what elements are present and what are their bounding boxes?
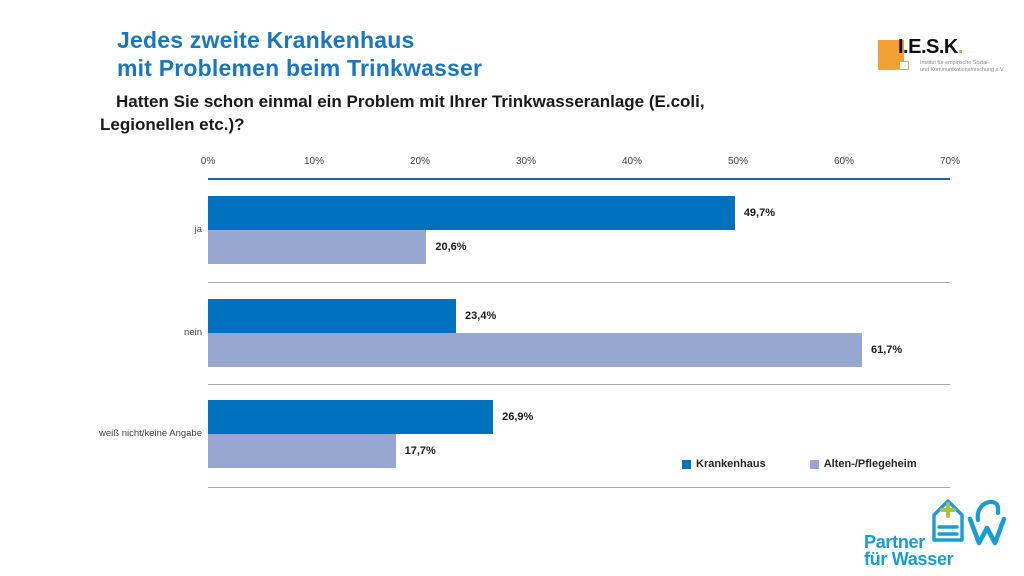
x-tick: 50%	[727, 156, 749, 167]
value-label-ja-pflegeheim: 20,6%	[435, 241, 467, 253]
bar-row-weissnicht-pflegeheim: 17,7%	[208, 434, 950, 468]
bar-weissnicht-krankenhaus	[208, 400, 494, 434]
bar-row-weissnicht-krankenhaus: 26,9%	[208, 400, 950, 434]
iesk-logo-name: I.E.S.K.	[898, 36, 963, 59]
group-separator-2	[208, 384, 950, 385]
x-tick: 10%	[303, 156, 325, 167]
page-title-line1: Jedes zweite Krankenhaus	[117, 27, 415, 53]
x-tick: 30%	[515, 156, 537, 167]
bar-row-ja-pflegeheim: 20,6%	[208, 230, 950, 264]
legend-label-krankenhaus: Krankenhaus	[696, 458, 766, 470]
iesk-logo-name-text: I.E.S.K	[898, 36, 958, 58]
iesk-logo-subtitle-line2: und Kommunikationsforschung e.V.	[920, 67, 1005, 73]
iesk-logo-subtitle: Institut für empirische Sozial- und Komm…	[920, 60, 1005, 74]
category-label-nein: nein	[184, 327, 202, 338]
chart-legend: Krankenhaus Alten-/Pflegeheim	[682, 458, 917, 470]
x-axis-line	[208, 178, 950, 180]
x-tick: 20%	[409, 156, 431, 167]
bar-row-nein-pflegeheim: 61,7%	[208, 333, 950, 367]
value-label-weissnicht-pflegeheim: 17,7%	[404, 445, 436, 457]
partner-fuer-wasser-text: Partner für Wasser	[864, 532, 954, 569]
x-tick: 40%	[621, 156, 643, 167]
value-label-ja-krankenhaus: 49,7%	[743, 207, 776, 219]
bar-ja-krankenhaus	[208, 196, 735, 230]
value-label-nein-pflegeheim: 61,7%	[871, 344, 903, 356]
x-tick: 60%	[833, 156, 855, 167]
group-separator-1	[208, 282, 950, 283]
bar-ja-pflegeheim	[208, 230, 427, 264]
bar-weissnicht-pflegeheim	[208, 434, 396, 468]
x-tick: 70%	[939, 156, 961, 167]
legend-item-pflegeheim: Alten-/Pflegeheim	[809, 458, 917, 470]
bar-nein-krankenhaus	[208, 299, 457, 333]
partner-fuer-wasser-icon	[932, 499, 1007, 546]
x-tick: 0%	[200, 156, 216, 167]
page-title: Jedes zweite Krankenhaus mit Problemen b…	[117, 26, 482, 82]
legend-swatch-pflegeheim-icon	[809, 459, 819, 469]
iesk-logo-subtitle-line1: Institut für empirische Sozial-	[920, 60, 990, 66]
iesk-logo: I.E.S.K. Institut für empirische Sozial-…	[878, 36, 1014, 82]
x-axis-ticks: 0% 10% 20% 30% 40% 50% 60% 70%	[201, 156, 960, 170]
bar-row-nein-krankenhaus: 23,4%	[208, 299, 950, 333]
legend-item-krankenhaus: Krankenhaus	[682, 458, 766, 470]
pfw-text-line1: Partner	[864, 532, 925, 552]
survey-question-line1: Hatten Sie schon einmal ein Problem mit …	[116, 92, 705, 111]
pfw-text-line2: für Wasser	[864, 549, 954, 569]
page-title-line2: mit Problemen beim Trinkwasser	[117, 55, 483, 81]
legend-label-pflegeheim: Alten-/Pflegeheim	[823, 458, 917, 470]
value-label-weissnicht-krankenhaus: 26,9%	[502, 411, 534, 423]
bar-row-ja-krankenhaus: 49,7%	[208, 196, 950, 230]
iesk-logo-name-dot: .	[957, 36, 964, 58]
value-label-nein-krankenhaus: 23,4%	[465, 310, 497, 322]
partner-fuer-wasser-logo: Partner für Wasser	[862, 494, 1012, 574]
category-label-ja: ja	[194, 224, 202, 235]
bar-nein-pflegeheim	[208, 333, 863, 367]
category-label-weissnicht: weiß nicht/keine Angabe	[99, 428, 202, 439]
legend-swatch-krankenhaus-icon	[682, 459, 691, 469]
chart-bottom-line	[208, 487, 950, 488]
iesk-logo-square-icon	[878, 40, 909, 70]
survey-question-line2: Legionellen etc.)?	[100, 115, 245, 134]
survey-question: Hatten Sie schon einmal ein Problem mit …	[100, 90, 705, 136]
